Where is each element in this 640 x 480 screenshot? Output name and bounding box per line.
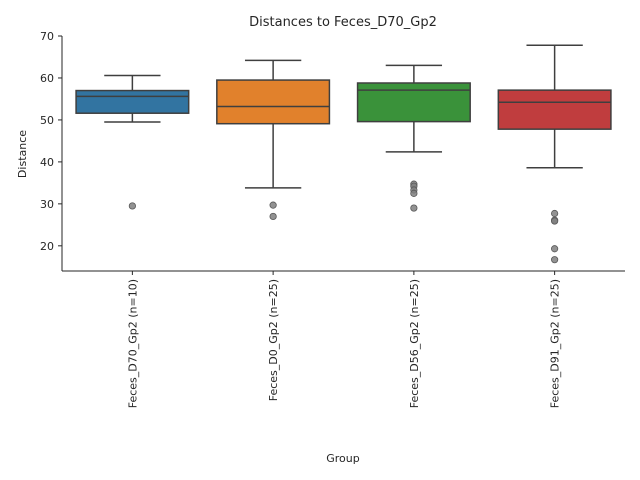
outlier-point-3-4 [551,256,559,264]
outlier-point-3-2 [551,217,559,225]
y-axis-label: Distance [16,130,29,178]
outlier-point-2-4 [410,204,418,212]
y-tick-label-3: 50 [40,114,54,127]
y-tick-label-1: 30 [40,198,54,211]
x-tick-label-1: Feces_D0_Gp2 (n=25) [267,279,280,401]
chart-title: Distances to Feces_D70_Gp2 [249,15,437,30]
box-0 [75,89,190,114]
plot-area: 20 30 40 50 60 70 Feces_D70_Gp2 (n=10) Feces_D0… [40,30,612,408]
y-tick-label-4: 60 [40,72,54,85]
y-tick-label-5: 70 [40,30,54,43]
x-axis-label: Group [326,452,360,465]
x-tick-label-3: Feces_D91_Gp2 (n=25) [549,279,562,408]
box-2 [356,82,471,123]
outlier-point-3-3 [551,245,559,253]
outlier-point-0-0 [128,202,136,210]
x-tick-label-2: Feces_D56_Gp2 (n=25) [408,279,421,408]
y-tick-label-0: 20 [40,240,54,253]
outlier-point-1-0 [269,201,277,209]
box-1 [216,79,331,125]
x-tick-label-0: Feces_D70_Gp2 (n=10) [126,279,139,408]
outlier-point-3-0 [551,209,559,218]
y-tick-label-2: 40 [40,156,54,169]
outlier-point-2-3 [410,189,418,197]
box-3 [497,89,612,130]
outlier-point-1-1 [269,212,277,221]
